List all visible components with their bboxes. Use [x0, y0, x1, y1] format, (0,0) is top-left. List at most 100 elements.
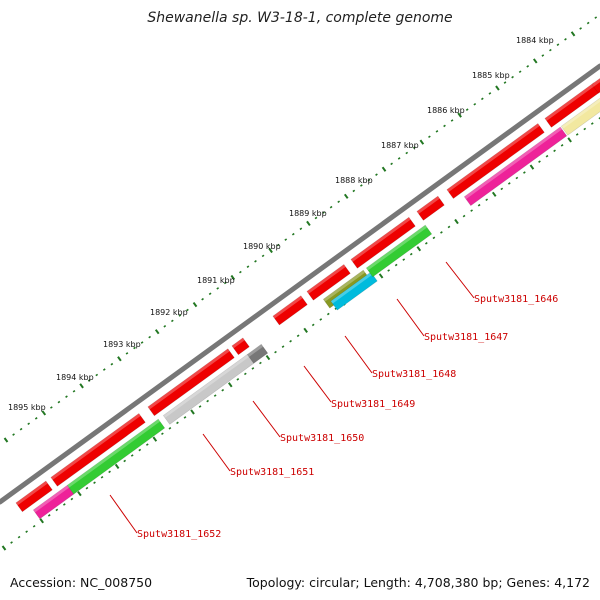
- tick-mark: [560, 144, 564, 147]
- tick-mark: [470, 209, 473, 212]
- kbp-label: 1885 kbp: [472, 71, 510, 80]
- tick-mark: [161, 432, 164, 436]
- leader-line: [396, 298, 425, 337]
- kbp-label: 1895 kbp: [8, 403, 46, 412]
- tick-mark: [435, 130, 439, 133]
- tick-mark: [541, 54, 545, 57]
- tick-mark: [359, 184, 363, 187]
- gene-block-highlight: [323, 270, 366, 302]
- tick-mark: [148, 335, 152, 339]
- tick-mark: [432, 236, 436, 240]
- tick-mark: [526, 65, 530, 68]
- tick-mark: [518, 70, 522, 74]
- tick-mark: [170, 319, 174, 323]
- tick-mark: [296, 334, 300, 338]
- gene-block[interactable]: [365, 224, 433, 278]
- gene-block-highlight: [67, 419, 161, 488]
- tick-mark: [47, 514, 51, 517]
- tick-mark: [507, 182, 511, 185]
- gene-block[interactable]: [306, 264, 351, 301]
- tick-mark: [259, 361, 262, 365]
- tick-mark: [17, 535, 21, 539]
- tick-mark: [55, 508, 59, 512]
- tick-mark: [230, 274, 236, 281]
- tick-mark: [409, 252, 413, 256]
- gene-block[interactable]: [272, 295, 308, 326]
- tick-mark: [387, 269, 391, 272]
- tick-mark: [538, 160, 541, 163]
- genome-summary-text: Topology: circular; Length: 4,708,380 bp…: [246, 575, 590, 590]
- gene-block[interactable]: [560, 87, 600, 136]
- gene-block-highlight: [272, 295, 303, 319]
- gene-block[interactable]: [350, 216, 416, 269]
- tick-mark: [281, 345, 285, 348]
- gene-block[interactable]: [591, 74, 600, 94]
- map-title: Shewanella sp. W3-18-1, complete genome: [147, 10, 453, 26]
- tick-mark: [319, 318, 323, 321]
- gene-block[interactable]: [416, 195, 445, 221]
- tick-mark: [223, 281, 227, 285]
- tick-mark: [183, 416, 187, 419]
- tick-mark: [50, 406, 53, 409]
- locus-label: Sputw3181_1648: [372, 369, 456, 380]
- tick-mark: [586, 21, 590, 25]
- tick-mark: [201, 297, 204, 301]
- label-leader-lines: [109, 261, 475, 534]
- tick-mark: [3, 437, 9, 443]
- tick-mark: [265, 354, 271, 361]
- tick-mark: [34, 417, 38, 420]
- gene-block[interactable]: [231, 337, 250, 356]
- tick-mark: [390, 162, 393, 166]
- tick-mark: [208, 292, 212, 296]
- tick-mark: [419, 139, 425, 145]
- gene-block-highlight: [306, 264, 346, 294]
- tick-mark: [424, 241, 428, 245]
- tick-mark: [138, 448, 142, 452]
- tick-mark: [152, 436, 158, 442]
- gene-block[interactable]: [50, 413, 146, 487]
- tick-mark: [190, 409, 195, 415]
- gene-block[interactable]: [15, 480, 53, 513]
- tick-mark: [477, 203, 481, 207]
- gene-block[interactable]: [446, 123, 545, 199]
- tick-mark: [79, 383, 84, 389]
- tick-mark: [594, 16, 598, 19]
- kbp-label: 1891 kbp: [197, 276, 235, 285]
- tick-mark: [394, 263, 398, 267]
- tick-mark: [306, 220, 311, 227]
- inner-tick-ring: [1, 117, 600, 551]
- tick-mark: [19, 427, 23, 431]
- gene-block-highlight: [15, 481, 48, 506]
- gene-block[interactable]: [246, 343, 269, 364]
- gene-block-highlight: [544, 82, 596, 121]
- tick-mark: [140, 341, 144, 344]
- tick-mark: [447, 225, 451, 229]
- gene-block-highlight: [231, 337, 245, 349]
- tick-mark: [114, 463, 120, 469]
- gene-block[interactable]: [147, 348, 235, 417]
- tick-mark: [254, 260, 257, 263]
- gene-block-highlight: [561, 98, 600, 129]
- tick-mark: [186, 308, 189, 312]
- tick-mark: [397, 157, 401, 160]
- tick-mark: [416, 246, 422, 252]
- tick-mark: [274, 350, 277, 354]
- gene-block[interactable]: [463, 126, 568, 207]
- tick-mark: [192, 302, 198, 308]
- leader-line: [445, 261, 475, 299]
- tick-mark: [450, 119, 454, 122]
- kbp-label: 1884 kbp: [516, 36, 554, 45]
- locus-label: Sputw3181_1647: [424, 332, 508, 343]
- gene-block[interactable]: [66, 418, 166, 495]
- gene-block-highlight: [464, 126, 563, 200]
- accession-text: Accession: NC_008750: [10, 575, 153, 590]
- leader-line: [252, 400, 281, 438]
- genome-backbone: [0, 63, 600, 505]
- tick-mark: [213, 394, 217, 397]
- tick-mark: [102, 368, 106, 371]
- locus-label: Sputw3181_1646: [474, 294, 558, 305]
- tick-mark: [41, 410, 47, 416]
- gene-block[interactable]: [544, 82, 600, 128]
- tick-mark: [261, 254, 265, 258]
- gene-block[interactable]: [330, 271, 378, 311]
